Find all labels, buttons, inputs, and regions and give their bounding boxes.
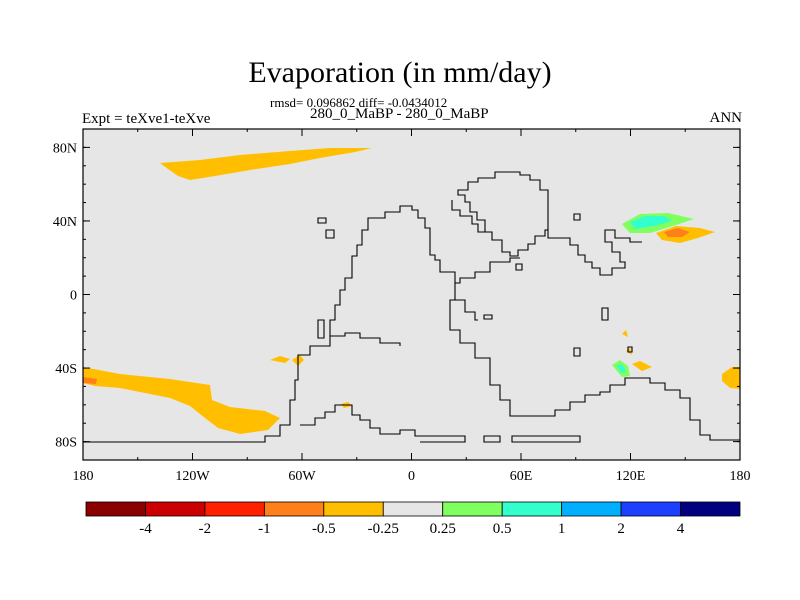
map-background bbox=[83, 129, 740, 460]
island-8 bbox=[483, 435, 501, 443]
island-7 bbox=[573, 347, 581, 357]
island-6 bbox=[601, 307, 609, 321]
colorbar-label: -0.25 bbox=[368, 521, 399, 537]
colorbar-swatch bbox=[382, 501, 444, 517]
coastline-west-africa-americas bbox=[329, 205, 520, 336]
island-4 bbox=[483, 314, 493, 320]
colorbar-swatch bbox=[620, 501, 681, 517]
lat-label: 0 bbox=[70, 289, 77, 304]
colorbar-swatch bbox=[442, 501, 503, 517]
colorbar-swatch bbox=[561, 501, 622, 517]
island-2 bbox=[325, 229, 335, 239]
colorbar-label: -0.5 bbox=[312, 521, 336, 537]
coastlines bbox=[83, 171, 740, 443]
coastline-antarctic-peninsula bbox=[300, 404, 466, 443]
colorbar-label: -4 bbox=[139, 521, 152, 537]
latitude-labels: 80N 40N 0 40S 80S bbox=[53, 141, 77, 450]
lon-label: 0 bbox=[408, 469, 415, 484]
pacific-positive-strong-region bbox=[630, 216, 672, 229]
lon-label: 180 bbox=[730, 469, 751, 484]
lat-label: 80S bbox=[55, 436, 77, 451]
axis-ticks bbox=[82, 128, 741, 461]
colorbar-label: -2 bbox=[199, 521, 212, 537]
coastline-central-africa bbox=[455, 299, 478, 321]
pacific-negative-strong-region bbox=[664, 228, 690, 237]
south-atlantic-small-region bbox=[270, 356, 290, 363]
lon-label: 120E bbox=[616, 469, 646, 484]
colorbar-swatch bbox=[323, 501, 384, 517]
stats-text: rmsd= 0.096862 diff= -0.0434012 bbox=[270, 95, 448, 110]
colorbar-swatch bbox=[204, 501, 265, 517]
australia-negative-region bbox=[632, 361, 652, 371]
lat-label: 40S bbox=[55, 362, 77, 377]
island-11 bbox=[627, 346, 633, 353]
colorbar-swatch bbox=[145, 501, 206, 517]
season-label: ANN bbox=[709, 110, 743, 126]
colorbar-label: 1 bbox=[558, 521, 566, 537]
colorbar-swatch bbox=[501, 501, 563, 517]
colorbar-label: 2 bbox=[617, 521, 625, 537]
island-3 bbox=[317, 319, 325, 339]
island-9 bbox=[511, 435, 581, 443]
coastline-inland-sea bbox=[451, 200, 488, 233]
lon-label: 60W bbox=[288, 469, 316, 484]
colorbar-label: 4 bbox=[677, 521, 685, 537]
coastline-africa-east bbox=[449, 283, 740, 441]
south-pacific-negative-region bbox=[83, 367, 280, 434]
island-5 bbox=[573, 213, 581, 221]
colorbar-swatch bbox=[263, 501, 325, 517]
case-label: 280_0_MaBP - 280_0_MaBP bbox=[310, 106, 489, 122]
lon-label: 120W bbox=[175, 469, 210, 484]
colorbar-label: 0.5 bbox=[493, 521, 512, 537]
small-negative-region-1 bbox=[622, 330, 628, 337]
lat-label: 80N bbox=[53, 141, 77, 156]
coastline-south bbox=[83, 332, 401, 443]
island-10 bbox=[515, 263, 523, 271]
experiment-label: Expt = teXve1-teXve bbox=[82, 111, 211, 127]
coastline-east-asia bbox=[547, 229, 642, 276]
south-pacific-strong-region bbox=[83, 377, 97, 384]
lon-label: 180 bbox=[73, 469, 94, 484]
colorbar-swatch bbox=[680, 501, 741, 517]
colorbar-label: 0.25 bbox=[430, 521, 456, 537]
australia-positive-strong-region bbox=[617, 364, 626, 373]
lat-label: 40N bbox=[53, 215, 77, 230]
colorbar-swatch bbox=[85, 501, 146, 517]
anomaly-regions bbox=[83, 148, 740, 434]
plot-title: Evaporation (in mm/day) bbox=[248, 56, 552, 89]
island-1 bbox=[317, 217, 327, 224]
longitude-labels: 180 120W 60W 0 60E 120E 180 bbox=[73, 469, 751, 484]
coastline-northern-continent bbox=[457, 171, 549, 257]
colorbar-label: -1 bbox=[258, 521, 271, 537]
far-east-negative-region bbox=[722, 367, 740, 389]
lon-label: 60E bbox=[510, 469, 533, 484]
colorbar-labels: -4 -2 -1 -0.5 -0.25 0.25 0.5 1 2 4 bbox=[139, 521, 685, 537]
arctic-negative-region bbox=[160, 148, 372, 180]
colorbar bbox=[85, 501, 741, 517]
